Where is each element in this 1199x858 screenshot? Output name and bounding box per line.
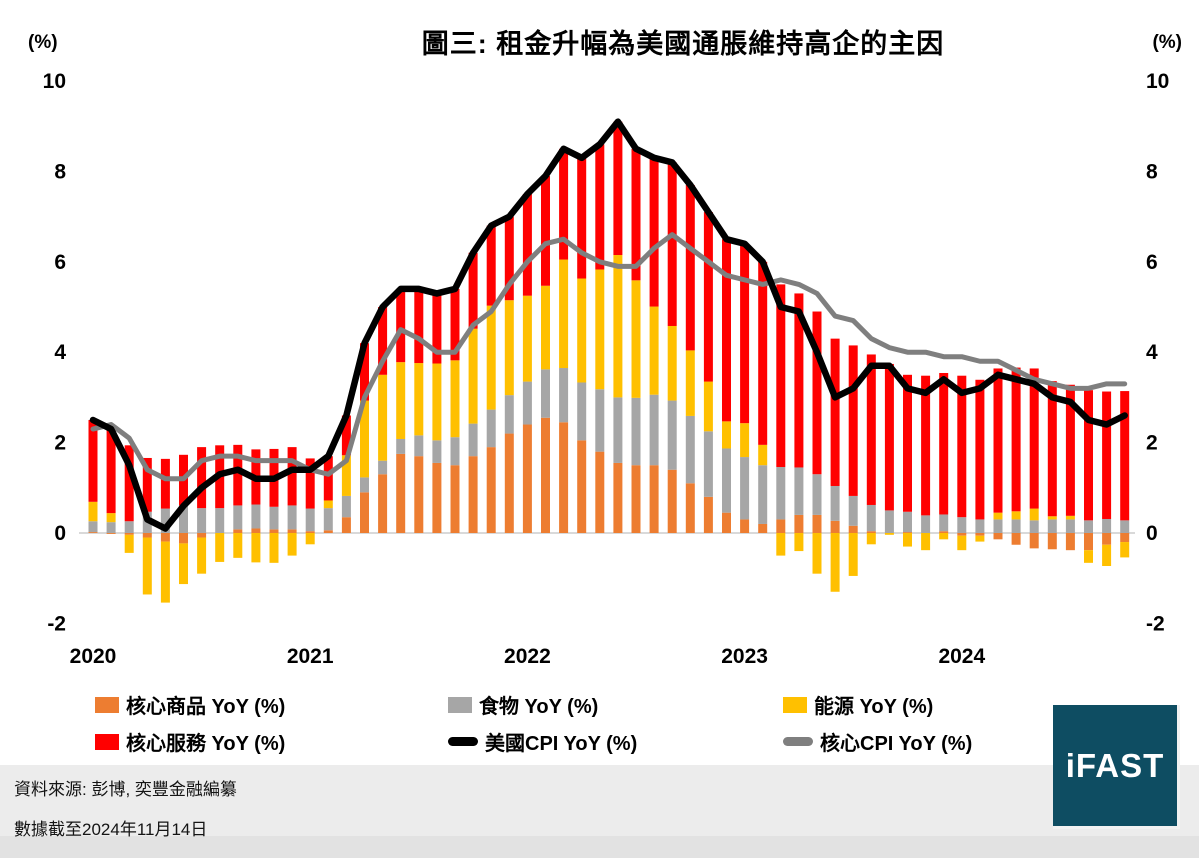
svg-text:8: 8 [1146, 160, 1158, 183]
core-cpi-label: 核心CPI YoY (%) [820, 733, 973, 755]
legend-item-core-goods: 核心商品 YoY (%) [95, 690, 285, 719]
svg-text:2022: 2022 [504, 645, 551, 668]
svg-text:0: 0 [1146, 522, 1158, 545]
food-label: 食物 YoY (%) [479, 696, 599, 718]
svg-text:2021: 2021 [287, 645, 334, 668]
svg-text:6: 6 [1146, 251, 1158, 274]
svg-text:2024: 2024 [938, 645, 985, 668]
food-swatch [448, 696, 472, 713]
stacked-bars-layer [88, 121, 1130, 603]
svg-text:4: 4 [54, 341, 66, 364]
legend-item-food: 食物 YoY (%) [448, 690, 598, 719]
source-footer: 資料來源: 彭博, 奕豐金融編纂 數據截至2024年11月14日 [0, 765, 1199, 858]
ifast-logo: iFAST [1053, 705, 1180, 829]
ifast-logo-text: iFAST [1065, 746, 1165, 784]
svg-text:-2: -2 [47, 612, 66, 635]
energy-label: 能源 YoY (%) [814, 696, 934, 718]
svg-text:2: 2 [1146, 432, 1158, 455]
chart-title: 圖三: 租金升幅為美國通脹維持高企的主因 [421, 29, 945, 59]
y-axis-unit-left: (%) [28, 32, 58, 53]
us-cpi-line [89, 118, 1128, 532]
legend-item-energy: 能源 YoY (%) [783, 690, 933, 719]
svg-text:8: 8 [54, 160, 66, 183]
us-cpi-label: 美國CPI YoY (%) [485, 733, 638, 755]
legend-item-us-cpi: 美國CPI YoY (%) [448, 727, 637, 756]
data-as-of-text: 數據截至2024年11月14日 [14, 820, 208, 839]
svg-text:2020: 2020 [70, 645, 117, 668]
svg-text:2: 2 [54, 432, 66, 455]
energy-swatch [783, 696, 807, 713]
legend-item-core-cpi: 核心CPI YoY (%) [783, 727, 972, 756]
svg-text:10: 10 [43, 70, 66, 93]
core-goods-label: 核心商品 YoY (%) [126, 696, 286, 718]
core-services-swatch [95, 733, 119, 750]
y-axis-unit-right: (%) [1152, 32, 1182, 53]
data-source-text: 資料來源: 彭博, 奕豐金融編纂 [14, 780, 237, 799]
x-axis-year-labels: 2020 2021 2022 2023 2024 [70, 645, 986, 668]
footer-bottom-strip [0, 836, 1199, 858]
svg-text:-2: -2 [1146, 612, 1165, 635]
svg-text:4: 4 [1146, 341, 1158, 364]
svg-text:2023: 2023 [721, 645, 768, 668]
core-cpi-swatch [783, 737, 813, 746]
svg-text:6: 6 [54, 251, 66, 274]
svg-text:10: 10 [1146, 70, 1169, 93]
svg-text:0: 0 [54, 522, 66, 545]
core-goods-swatch [95, 696, 119, 713]
legend-item-core-services: 核心服務 YoY (%) [95, 727, 285, 756]
y-axis-tick-labels: 10 10 8 8 6 6 4 4 2 2 0 0 -2 -2 [43, 70, 1170, 635]
core-cpi-line [90, 232, 1128, 482]
us-cpi-swatch [448, 737, 478, 746]
core-services-label: 核心服務 YoY (%) [126, 733, 286, 755]
